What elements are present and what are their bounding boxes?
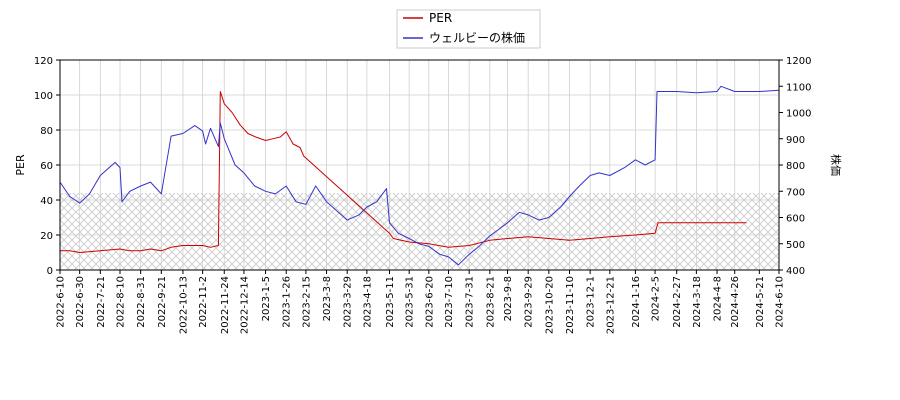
x-tick-label: 2023-12-1 bbox=[586, 276, 597, 328]
right-tick-label: 700 bbox=[786, 187, 805, 198]
right-tick-label: 500 bbox=[786, 240, 805, 251]
legend-box bbox=[396, 9, 541, 49]
left-tick-label: 80 bbox=[40, 126, 53, 137]
x-tick-label: 2022-10-13 bbox=[178, 276, 189, 334]
x-tick-label: 2022-6-30 bbox=[75, 276, 86, 328]
series-layer bbox=[60, 85, 779, 266]
x-tick-label: 2024-5-21 bbox=[755, 276, 766, 328]
right-tick-label: 1000 bbox=[786, 109, 811, 120]
x-tick-label: 2023-2-15 bbox=[301, 276, 312, 328]
x-tick-label: 2023-8-21 bbox=[485, 276, 496, 328]
x-tick-label: 2024-2-5 bbox=[651, 276, 662, 321]
left-tick-label: 120 bbox=[34, 56, 53, 67]
left-axis: 0 20 40 60 80 100 120 bbox=[34, 56, 60, 277]
right-tick-label: 400 bbox=[786, 266, 805, 277]
x-tick-label: 2023-12-21 bbox=[605, 276, 616, 334]
left-axis-title: PER bbox=[14, 154, 27, 176]
x-tick-label: 2022-8-31 bbox=[136, 276, 147, 328]
x-tick-label: 2022-8-10 bbox=[115, 276, 126, 328]
series-line-price bbox=[60, 85, 779, 266]
x-tick-label: 2023-3-29 bbox=[343, 276, 354, 328]
right-tick-label: 600 bbox=[786, 214, 805, 225]
hatched-band bbox=[60, 193, 779, 270]
right-axis-title: 株価 bbox=[829, 154, 843, 176]
right-tick-label: 1200 bbox=[786, 56, 811, 67]
x-tick-label: 2023-11-10 bbox=[565, 276, 576, 334]
x-tick-label: 2023-9-29 bbox=[524, 276, 535, 328]
x-tick-label: 2023-4-18 bbox=[362, 276, 373, 328]
right-tick-label: 900 bbox=[786, 135, 805, 146]
x-tick-label: 2022-6-10 bbox=[56, 276, 67, 328]
x-tick-label: 2023-5-31 bbox=[405, 276, 416, 328]
x-tick-label: 2023-3-8 bbox=[322, 276, 333, 321]
left-tick-label: 100 bbox=[34, 91, 53, 102]
legend-label-price: ウェルビーの株価 bbox=[429, 30, 525, 45]
x-tick-label: 2022-11-24 bbox=[220, 276, 231, 334]
x-tick-label: 2024-4-26 bbox=[730, 276, 741, 328]
left-tick-label: 40 bbox=[40, 196, 53, 207]
left-tick-label: 60 bbox=[40, 161, 53, 172]
x-tick-label: 2022-9-21 bbox=[157, 276, 168, 328]
legend-label-per: PER bbox=[429, 11, 452, 25]
x-tick-label: 2024-3-18 bbox=[692, 276, 703, 328]
left-tick-label: 20 bbox=[40, 231, 53, 242]
x-tick-label: 2023-7-31 bbox=[465, 276, 476, 328]
x-tick-label: 2023-10-20 bbox=[544, 276, 555, 334]
x-tick-label: 2023-5-11 bbox=[385, 276, 396, 328]
x-tick-label: 2024-4-8 bbox=[713, 276, 724, 321]
x-tick-label: 2022-7-21 bbox=[96, 276, 107, 328]
x-tick-label: 2024-6-10 bbox=[775, 276, 786, 328]
x-tick-label: 2024-2-27 bbox=[672, 276, 683, 328]
x-tick-label: 2023-1-26 bbox=[282, 276, 293, 328]
x-tick-label: 2023-1-5 bbox=[261, 276, 272, 321]
left-tick-label: 0 bbox=[47, 266, 53, 277]
series-line-per bbox=[60, 91, 747, 253]
right-axis: 400 500 600 700 800 900 1000 1100 1200 bbox=[779, 56, 811, 277]
right-tick-label: 800 bbox=[786, 161, 805, 172]
x-tick-label: 2022-12-14 bbox=[239, 276, 250, 334]
x-tick-label: 2023-9-8 bbox=[503, 276, 514, 321]
right-tick-label: 1100 bbox=[786, 82, 811, 93]
x-tick-label: 2022-11-2 bbox=[198, 276, 209, 328]
x-tick-label: 2023-7-10 bbox=[444, 276, 455, 328]
x-tick-label: 2024-1-16 bbox=[631, 276, 642, 328]
legend: PER ウェルビーの株価 bbox=[396, 9, 541, 49]
x-axis: 2022-6-10 2022-6-30 2022-7-21 2022-8-10 2022… bbox=[56, 270, 786, 334]
x-tick-label: 2023-6-20 bbox=[424, 276, 435, 328]
